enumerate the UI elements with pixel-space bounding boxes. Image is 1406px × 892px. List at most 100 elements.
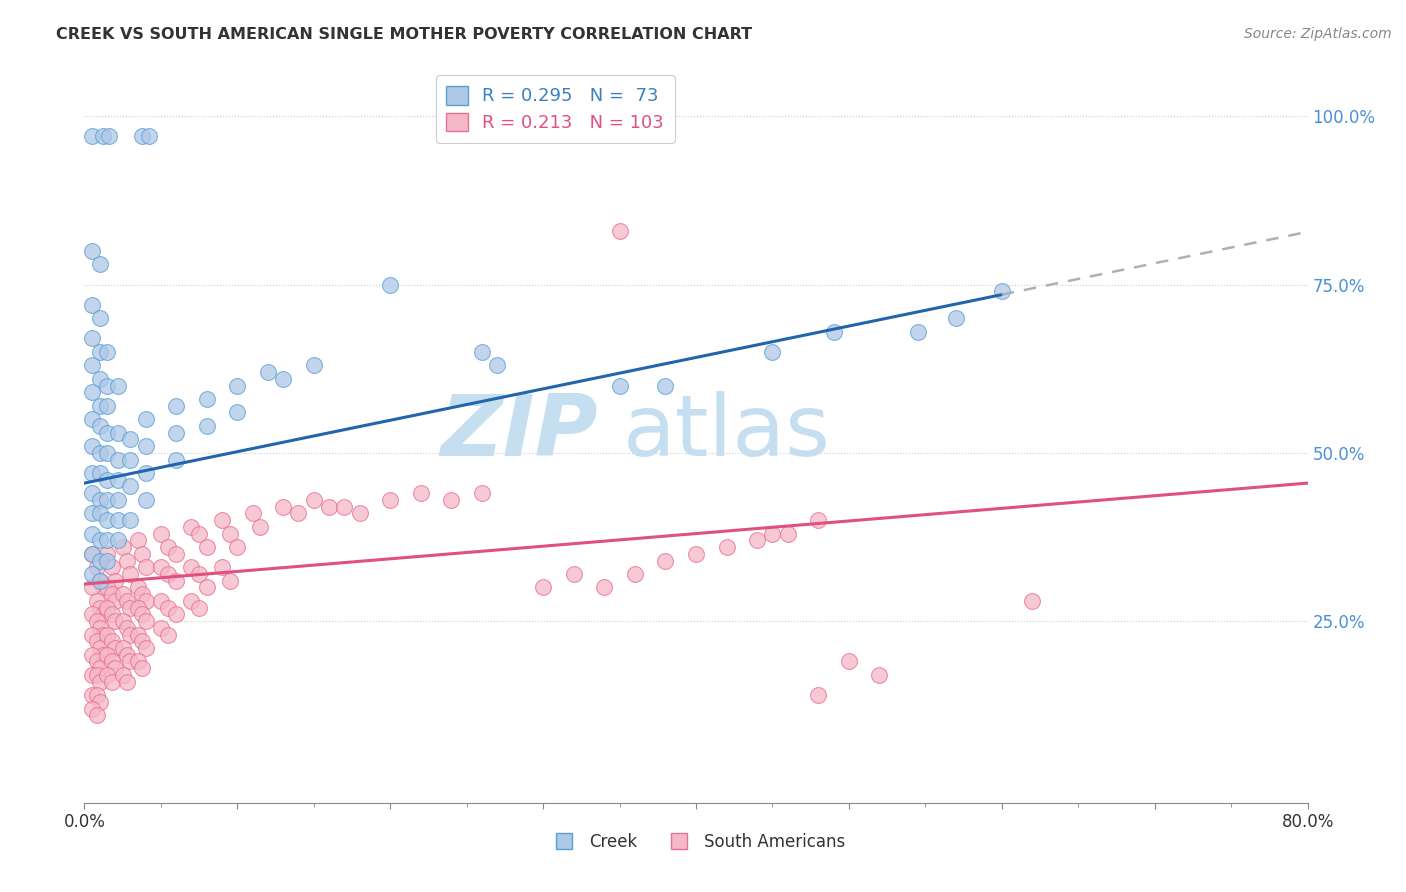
Point [101,655,124,669]
Point [86,634,108,648]
Point [127,600,149,615]
Point [380,492,402,507]
Point [120,433,142,447]
Point [111,640,134,655]
Point [120,479,142,493]
Point [104,574,127,588]
Point [165,547,187,561]
Point [107,452,129,467]
Point [135,560,157,574]
Point [86,688,108,702]
Point [131,661,153,675]
Point [89,674,111,689]
Point [226,540,249,554]
Point [96,668,118,682]
Point [135,439,157,453]
Point [127,627,149,641]
Point [180,560,202,574]
Point [318,500,340,514]
Point [96,533,118,548]
Point [226,405,249,419]
Point [195,392,218,406]
Point [242,507,264,521]
Point [80,359,103,373]
Point [609,224,631,238]
Point [302,359,325,373]
Point [86,614,108,628]
Point [86,560,108,574]
Y-axis label: Single Mother Poverty: Single Mother Poverty [0,348,7,517]
Point [287,507,309,521]
Point [135,412,157,426]
Point [86,708,108,723]
Point [115,621,138,635]
Point [1021,594,1043,608]
Point [135,640,157,655]
Point [135,492,157,507]
Point [211,560,233,574]
Point [89,446,111,460]
Point [96,399,118,413]
Point [257,365,280,379]
Point [195,418,218,433]
Point [89,372,111,386]
Point [131,587,153,601]
Point [149,526,172,541]
Point [89,344,111,359]
Point [945,311,967,326]
Text: ZIP: ZIP [440,391,598,475]
Point [111,540,134,554]
Point [131,547,153,561]
Point [562,566,585,581]
Point [101,587,124,601]
Point [89,257,111,271]
Point [131,634,153,648]
Text: CREEK VS SOUTH AMERICAN SINGLE MOTHER POVERTY CORRELATION CHART: CREEK VS SOUTH AMERICAN SINGLE MOTHER PO… [56,27,752,42]
Text: atlas: atlas [623,391,831,475]
Point [80,439,103,453]
Point [80,331,103,345]
Point [165,574,187,588]
Point [807,513,830,527]
Point [157,540,180,554]
Point [101,674,124,689]
Point [115,674,138,689]
Point [907,325,929,339]
Point [80,526,103,541]
Point [115,594,138,608]
Point [624,566,647,581]
Legend: Creek, South Americans: Creek, South Americans [540,826,852,857]
Point [101,560,124,574]
Point [271,500,294,514]
Point [89,553,111,567]
Point [89,574,111,588]
Point [120,513,142,527]
Point [80,412,103,426]
Point [195,540,218,554]
Point [120,627,142,641]
Point [91,581,114,595]
Point [96,581,118,595]
Point [80,688,103,702]
Point [89,311,111,326]
Point [157,566,180,581]
Point [761,344,783,359]
Point [120,600,142,615]
Point [380,277,402,292]
Point [80,507,103,521]
Point [89,661,111,675]
Point [157,600,180,615]
Point [127,581,149,595]
Point [89,507,111,521]
Point [776,526,799,541]
Point [104,661,127,675]
Point [333,500,356,514]
Point [111,587,134,601]
Point [80,648,103,662]
Point [107,473,129,487]
Point [135,466,157,480]
Point [609,378,631,392]
Point [593,581,616,595]
Point [89,418,111,433]
Point [96,600,118,615]
